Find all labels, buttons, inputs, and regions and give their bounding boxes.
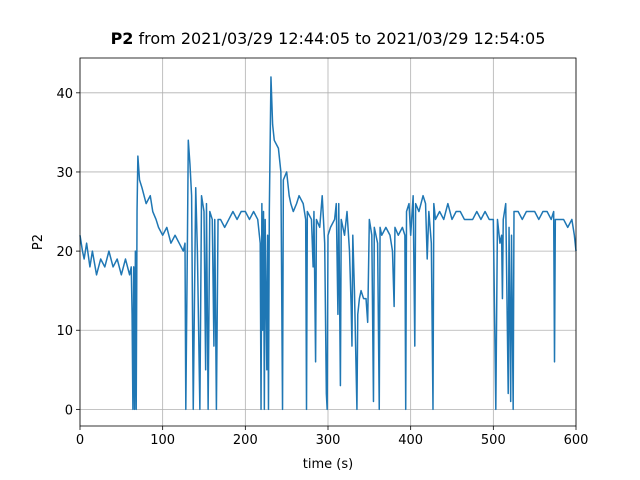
x-tick-label: 600	[564, 433, 589, 448]
y-tick-label: 40	[56, 87, 73, 102]
x-tick-label: 400	[398, 433, 423, 448]
y-tick-label: 10	[56, 324, 73, 339]
x-tick-label: 100	[150, 433, 175, 448]
title-prefix: P2	[111, 29, 134, 48]
x-tick-label: 300	[316, 433, 341, 448]
y-tick-label: 30	[56, 166, 73, 181]
x-axis-label: time (s)	[303, 457, 353, 472]
x-tick-label: 500	[481, 433, 506, 448]
y-tick-label: 20	[56, 245, 73, 260]
data-line	[79, 76, 577, 411]
title-text: from 2021/03/29 12:44:05 to 2021/03/29 1…	[139, 29, 546, 48]
x-tick-label: 0	[76, 433, 84, 448]
y-tick-label: 0	[65, 403, 73, 418]
y-axis-label: P2	[31, 234, 46, 250]
x-tick-label: 200	[233, 433, 258, 448]
chart-title: P2 from 2021/03/29 12:44:05 to 2021/03/2…	[111, 29, 546, 48]
